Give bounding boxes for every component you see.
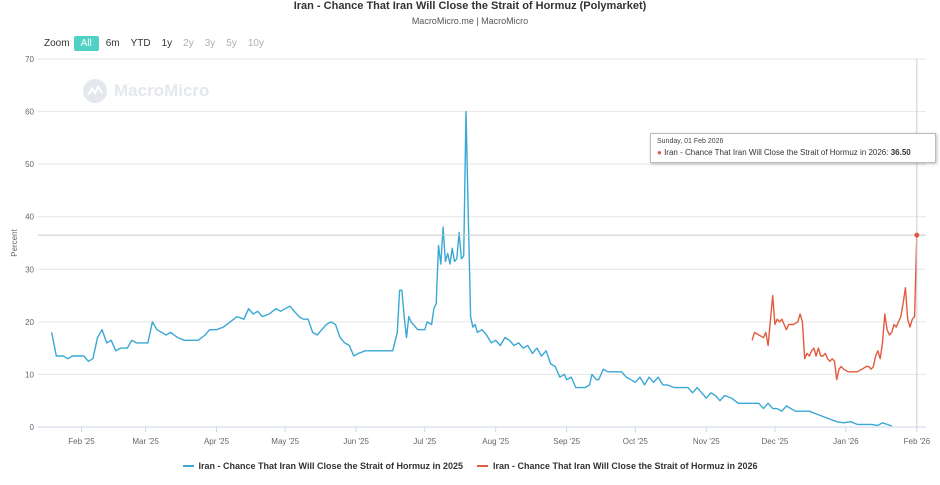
zoom-3y-button[interactable]: 3y [204, 38, 216, 49]
y-tick-label: 10 [25, 370, 34, 379]
tooltip: Sunday, 01 Feb 2026 ● Iran - Chance That… [650, 133, 936, 163]
x-tick-label: Sep '25 [553, 437, 580, 446]
x-tick-label: Apr '25 [204, 437, 230, 446]
x-tick-label: Jan '26 [833, 437, 859, 446]
legend: Iran - Chance That Iran Will Close the S… [0, 461, 940, 471]
legend-item-2026[interactable]: Iran - Chance That Iran Will Close the S… [477, 461, 757, 471]
x-tick-label: Nov '25 [693, 437, 720, 446]
tooltip-row: ● Iran - Chance That Iran Will Close the… [657, 148, 911, 157]
watermark: MacroMicro [82, 78, 209, 104]
series-layer [51, 110, 918, 427]
zoom-2y-button[interactable]: 2y [183, 38, 194, 49]
zoom-all-button[interactable]: All [73, 36, 99, 51]
zoom-ytd-button[interactable]: YTD [130, 38, 151, 49]
series-line-2025[interactable] [51, 110, 892, 427]
x-tick-label: Feb '26 [904, 437, 931, 446]
zoom-5y-button[interactable]: 5y [226, 38, 237, 49]
chart-subtitle: MacroMicro.me | MacroMicro [411, 16, 529, 26]
series-line-2026[interactable] [751, 235, 918, 381]
y-tick-label: 30 [25, 265, 34, 274]
legend-swatch-2025 [182, 465, 194, 467]
zoom-controls: Zoom All 6m YTD 1y 2y 3y 5y 10y [44, 36, 271, 51]
crosshair-point [914, 232, 920, 238]
x-tick-label: Dec '25 [762, 437, 789, 446]
legend-swatch-2026 [477, 465, 488, 467]
tooltip-date: Sunday, 01 Feb 2026 [657, 138, 724, 145]
zoom-1y-button[interactable]: 1y [161, 38, 173, 49]
legend-label-2025: Iran - Chance That Iran Will Close the S… [198, 461, 463, 471]
y-tick-label: 70 [25, 55, 34, 64]
x-tick-label: Aug '25 [482, 437, 509, 446]
tooltip-series-name: Iran - Chance That Iran Will Close the S… [664, 148, 887, 157]
y-tick-label: 60 [25, 108, 34, 117]
macromicro-logo-icon [83, 79, 107, 103]
zoom-6m-button[interactable]: 6m [105, 38, 120, 49]
grid-layer [38, 58, 926, 428]
tooltip-value: 36.50 [890, 148, 911, 157]
watermark-text: MacroMicro [114, 81, 210, 100]
x-tick-label: Feb '25 [68, 437, 95, 446]
legend-label-2026: Iran - Chance That Iran Will Close the S… [493, 461, 758, 471]
zoom-label: Zoom [44, 38, 70, 49]
y-tick-label: 40 [25, 213, 34, 222]
x-tick-label: Jul '25 [413, 437, 436, 446]
x-tick-label: May '25 [271, 437, 299, 446]
legend-item-2025[interactable]: Iran - Chance That Iran Will Close the S… [182, 461, 463, 471]
tooltip-series-dot-icon: ● [657, 148, 662, 157]
y-axis-title: Percent [10, 228, 19, 256]
x-tick-label: Mar '25 [132, 437, 159, 446]
y-tick-label: 20 [25, 318, 34, 327]
zoom-10y-button[interactable]: 10y [247, 38, 264, 49]
y-tick-label: 0 [30, 423, 35, 432]
crosshair-layer [38, 59, 926, 427]
axis-layer: 0 10 20 30 40 50 60 70 Feb '25 Mar '25 Apr '25 May … [10, 55, 931, 446]
y-tick-label: 50 [25, 160, 34, 169]
chart-title: Iran - Chance That Iran Will Close the S… [293, 0, 647, 12]
x-tick-label: Oct '25 [623, 437, 649, 446]
x-tick-label: Jun '25 [343, 437, 369, 446]
